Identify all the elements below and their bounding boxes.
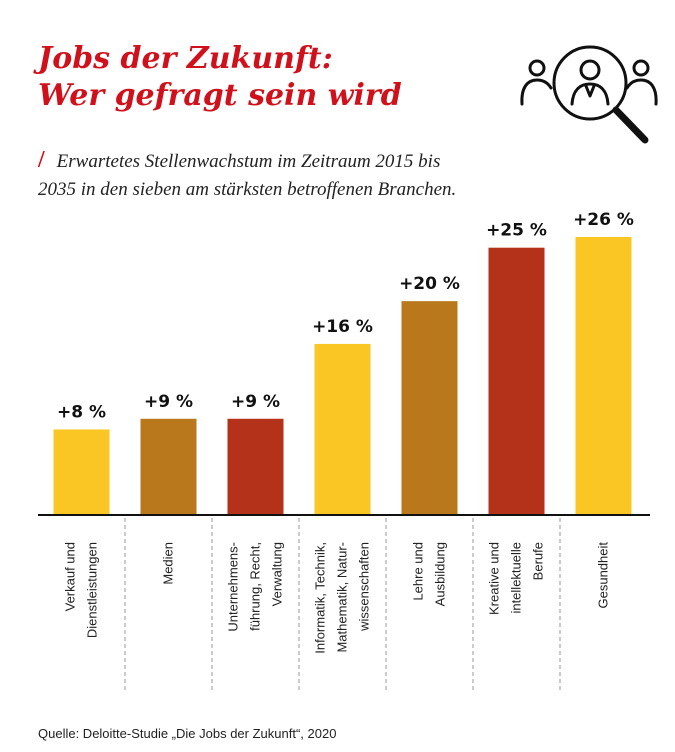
title-line-2: Wer gefragt sein wird [38, 78, 402, 113]
bar-7 [575, 237, 632, 515]
category-label-2: Medien [161, 542, 176, 585]
source-note: Quelle: Deloitte-Studie „Die Jobs der Zu… [38, 726, 337, 741]
value-label-6: +25 % [486, 221, 547, 241]
category-label-1: Verkauf und Dienstleistungen [63, 542, 100, 638]
category-label-7: Gesundheit [596, 542, 611, 609]
bar-6 [488, 247, 545, 515]
title-line-1: Jobs der Zukunft: [38, 41, 333, 76]
subtitle-text: Erwartetes Stellenwachstum im Zeitraum 2… [38, 151, 457, 200]
value-label-2: +9 % [144, 392, 193, 412]
chart-title: Jobs der Zukunft: Wer gefragt sein wird [38, 40, 402, 114]
category-labels: Verkauf und Dienstleistungen Medien Unterne… [63, 542, 611, 654]
bar-1 [53, 429, 110, 515]
value-label-5: +20 % [399, 274, 460, 294]
value-label-7: +26 % [573, 210, 634, 230]
bar-3 [227, 418, 284, 515]
bar-5 [401, 301, 458, 515]
people-search-magnifier-icon [520, 45, 658, 144]
bar-2 [140, 418, 197, 515]
bar-4 [314, 343, 371, 515]
value-label-3: +9 % [231, 392, 280, 412]
category-separators [124, 518, 561, 692]
subtitle-mark: / [38, 147, 45, 173]
category-label-6: Kreative und intellektuelle Berufe [487, 542, 546, 615]
chart-subtitle: / Erwartetes Stellenwachstum im Zeitraum … [38, 146, 458, 204]
bars-group: +8 % +9 % +9 % +16 % +20 % +25 % +26 % [53, 210, 634, 515]
value-label-4: +16 % [312, 317, 373, 337]
category-label-4: Informatik, Technik, Mathematik, Natur-wi… [313, 542, 372, 654]
category-label-3: Unternehmens-führung, Recht, Verwaltung [226, 542, 285, 632]
category-label-5: Lehre und Ausbildung [411, 542, 448, 606]
value-label-1: +8 % [57, 402, 106, 422]
